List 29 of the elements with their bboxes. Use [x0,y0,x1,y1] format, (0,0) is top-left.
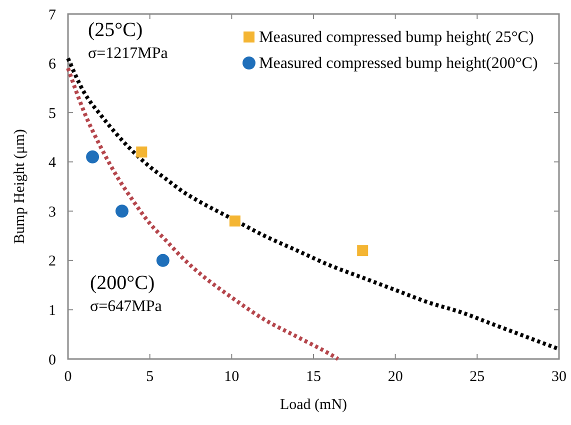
y-tick-label: 0 [48,352,56,368]
y-tick-label: 5 [48,106,56,122]
point [156,254,170,267]
y-axis-title: Bump Height (μm) [12,129,28,244]
legend-label: Measured compressed bump height( 25°C) [259,29,534,46]
annotation: σ=647MPa [90,298,162,315]
x-tick-label: 0 [64,369,72,385]
y-tick-label: 4 [48,155,56,172]
point [357,245,368,256]
x-tick-label: 5 [146,369,154,385]
x-tick-label: 10 [224,369,240,385]
y-tick-label: 6 [48,56,56,73]
x-axis-title: Load (mN) [280,397,348,413]
y-tick-label: 3 [48,204,56,220]
x-tick-label: 30 [552,369,566,385]
y-tick-label: 2 [48,254,56,270]
point [116,204,129,218]
legend-label: Measured compressed bump height(200°C) [259,55,538,72]
x-tick-label: 15 [306,369,321,385]
point [229,216,240,226]
point [136,146,148,158]
annotation: σ=1217MPa [88,45,168,62]
annotation: (25°C) [88,19,143,41]
point [86,150,100,164]
x-tick-label: 25 [470,369,485,385]
annotation: (200°C) [90,272,155,294]
y-tick-label: 7 [48,7,56,24]
x-tick-label: 20 [388,369,403,385]
y-tick-label: 1 [48,302,56,319]
